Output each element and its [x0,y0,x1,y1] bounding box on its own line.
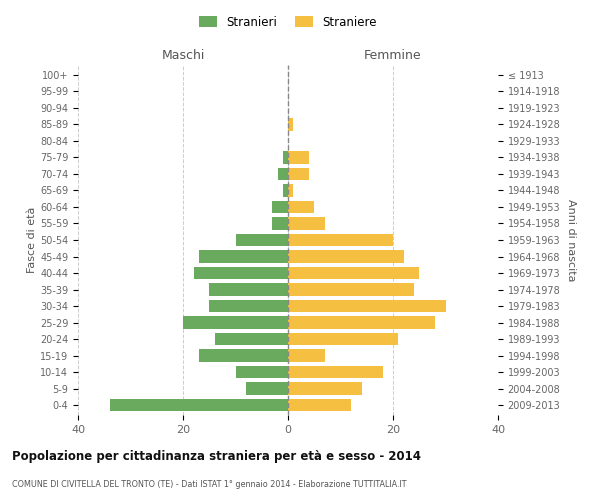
Bar [283,184,288,196]
Bar [193,267,288,279]
Bar [288,284,414,296]
Bar [235,366,288,378]
Bar [288,333,398,345]
Bar [288,300,445,312]
Y-axis label: Anni di nascita: Anni di nascita [566,198,576,281]
Bar [288,152,309,164]
Bar [283,152,288,164]
Bar [288,350,325,362]
Text: Femmine: Femmine [364,48,422,62]
Bar [109,399,288,411]
Bar [199,250,288,262]
Bar [246,382,288,395]
Bar [288,118,293,130]
Bar [288,168,309,180]
Legend: Stranieri, Straniere: Stranieri, Straniere [194,11,382,34]
Bar [199,350,288,362]
Bar [288,267,419,279]
Text: Maschi: Maschi [161,48,205,62]
Bar [183,316,288,328]
Bar [209,284,288,296]
Bar [215,333,288,345]
Bar [288,218,325,230]
Bar [288,316,435,328]
Bar [277,168,288,180]
Bar [288,382,361,395]
Text: Popolazione per cittadinanza straniera per età e sesso - 2014: Popolazione per cittadinanza straniera p… [12,450,421,463]
Text: COMUNE DI CIVITELLA DEL TRONTO (TE) - Dati ISTAT 1° gennaio 2014 - Elaborazione : COMUNE DI CIVITELLA DEL TRONTO (TE) - Da… [12,480,407,489]
Bar [288,250,404,262]
Bar [272,201,288,213]
Bar [235,234,288,246]
Bar [288,399,351,411]
Bar [288,201,314,213]
Bar [288,366,383,378]
Bar [288,184,293,196]
Y-axis label: Fasce di età: Fasce di età [27,207,37,273]
Bar [209,300,288,312]
Bar [272,218,288,230]
Bar [288,234,393,246]
